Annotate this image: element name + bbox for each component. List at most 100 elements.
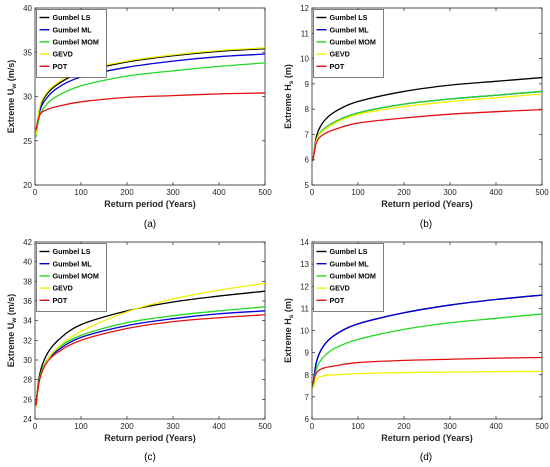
x-axis-label: Return period (Years) <box>381 199 473 209</box>
y-axis-label: Extreme Hs (m) <box>283 298 295 363</box>
legend-label: Gumbel ML <box>330 259 370 268</box>
chart-panel-3: 0 100 200 300 400 500 24 26 28 30 32 34 36 38 40 42 Retu… <box>6 238 272 463</box>
legend-label: Gumbel LS <box>330 13 368 22</box>
legend-label: GEVD <box>53 284 73 293</box>
y-tick-label: 30 <box>23 356 32 365</box>
y-tick-label: 6 <box>305 415 310 424</box>
y-tick-label: 28 <box>23 376 32 385</box>
y-axis-label: Extreme Uw (m/s) <box>6 294 18 368</box>
x-tick-label: 400 <box>212 422 226 431</box>
y-tick-label: 34 <box>23 317 32 326</box>
legend-label: Gumbel MOM <box>53 272 99 281</box>
y-axis-label: Extreme Uw (m/s) <box>6 60 18 134</box>
series-line-gevd <box>312 93 542 162</box>
legend: Gumbel LS Gumbel ML Gumbel MOM GEVD POT <box>36 243 107 312</box>
y-tick-label: 24 <box>23 415 32 424</box>
y-tick-label: 11 <box>301 29 310 38</box>
x-tick-label: 0 <box>310 188 315 197</box>
panel-label: (b) <box>420 219 432 230</box>
legend-label: Gumbel ML <box>330 25 370 34</box>
legend-label: Gumbel LS <box>53 13 91 22</box>
legend-label: Gumbel MOM <box>53 38 99 47</box>
y-tick-label: 12 <box>300 4 309 13</box>
x-tick-label: 500 <box>535 188 549 197</box>
x-tick-label: 300 <box>443 188 457 197</box>
y-tick-label: 5 <box>305 181 310 190</box>
y-tick-label: 6 <box>305 156 310 165</box>
x-tick-label: 200 <box>120 422 134 431</box>
y-tick-label: 32 <box>23 336 32 345</box>
y-tick-label: 14 <box>300 238 309 247</box>
y-tick-label: 36 <box>23 297 32 306</box>
x-tick-label: 500 <box>258 422 272 431</box>
series-line-gumbel-mom <box>312 313 542 389</box>
x-axis-label: Return period (Years) <box>104 433 196 443</box>
y-tick-label: 42 <box>23 238 32 247</box>
legend-label: POT <box>330 62 345 71</box>
y-tick-label: 20 <box>23 181 32 190</box>
y-axis-label: Extreme Hs (m) <box>283 64 295 129</box>
series-line-gumbel-ls <box>312 76 542 162</box>
legend-label: GEVD <box>53 50 73 59</box>
legend-label: POT <box>330 296 345 305</box>
x-tick-label: 400 <box>489 188 503 197</box>
legend: Gumbel LS Gumbel ML Gumbel MOM GEVD POT <box>313 243 384 312</box>
y-tick-label: 7 <box>305 393 310 402</box>
x-axis-label: Return period (Years) <box>381 433 473 443</box>
x-tick-label: 400 <box>212 188 226 197</box>
x-tick-label: 200 <box>120 188 134 197</box>
x-axis-label: Return period (Years) <box>104 199 196 209</box>
y-tick-label: 10 <box>300 327 309 336</box>
panel-label: (d) <box>420 452 432 463</box>
x-tick-label: 300 <box>166 188 180 197</box>
y-tick-label: 35 <box>23 48 32 57</box>
y-tick-label: 38 <box>23 277 32 286</box>
series-line-gumbel-ls <box>35 290 265 406</box>
legend: Gumbel LS Gumbel ML Gumbel MOM GEVD POT <box>313 9 384 78</box>
chart-panel-4: 0 100 200 300 400 500 6 7 8 9 10 11 12 13 14 Return per… <box>283 238 549 463</box>
y-tick-label: 7 <box>305 130 310 139</box>
y-tick-label: 9 <box>305 349 310 358</box>
series-line-pot <box>35 92 265 131</box>
series-line-gumbel-mom <box>35 62 265 138</box>
y-tick-label: 9 <box>305 80 310 89</box>
y-tick-label: 26 <box>23 395 32 404</box>
series-line-pot <box>35 314 265 406</box>
y-tick-label: 25 <box>23 137 32 146</box>
chart-panel-2: 0 100 200 300 400 500 5 6 7 8 9 10 11 12 Return period… <box>283 4 549 230</box>
panel-label: (a) <box>144 219 156 230</box>
y-tick-label: 40 <box>23 258 32 267</box>
legend-label: GEVD <box>330 50 350 59</box>
x-tick-label: 100 <box>351 422 365 431</box>
chart-panel-1: 0 100 200 300 400 500 20 25 30 35 40 Return period … <box>6 4 272 230</box>
series-line-pot <box>312 356 542 384</box>
x-tick-label: 500 <box>535 422 549 431</box>
panel-label: (c) <box>144 452 156 463</box>
x-tick-label: 200 <box>397 188 411 197</box>
series-line-gevd <box>312 370 542 390</box>
x-tick-label: 300 <box>166 422 180 431</box>
x-tick-label: 200 <box>397 422 411 431</box>
legend-label: Gumbel LS <box>53 247 91 256</box>
x-tick-label: 400 <box>489 422 503 431</box>
x-tick-label: 0 <box>33 422 38 431</box>
series-line-gumbel-ml <box>312 294 542 386</box>
series-line-pot <box>312 109 542 162</box>
legend-label: Gumbel LS <box>330 247 368 256</box>
plot-area <box>311 241 543 420</box>
x-tick-label: 0 <box>310 422 315 431</box>
legend: Gumbel LS Gumbel ML Gumbel MOM GEVD POT <box>36 9 107 78</box>
y-tick-label: 10 <box>300 55 309 64</box>
y-tick-label: 30 <box>23 93 32 102</box>
x-tick-label: 300 <box>443 422 457 431</box>
legend-label: Gumbel MOM <box>330 38 376 47</box>
legend-label: Gumbel MOM <box>330 272 376 281</box>
legend-label: Gumbel ML <box>53 25 93 34</box>
x-tick-label: 100 <box>74 422 88 431</box>
y-tick-label: 40 <box>23 4 32 13</box>
series-line-gumbel-mom <box>35 306 265 407</box>
x-tick-label: 500 <box>258 188 272 197</box>
legend-label: Gumbel ML <box>53 259 93 268</box>
y-tick-label: 8 <box>305 105 310 114</box>
